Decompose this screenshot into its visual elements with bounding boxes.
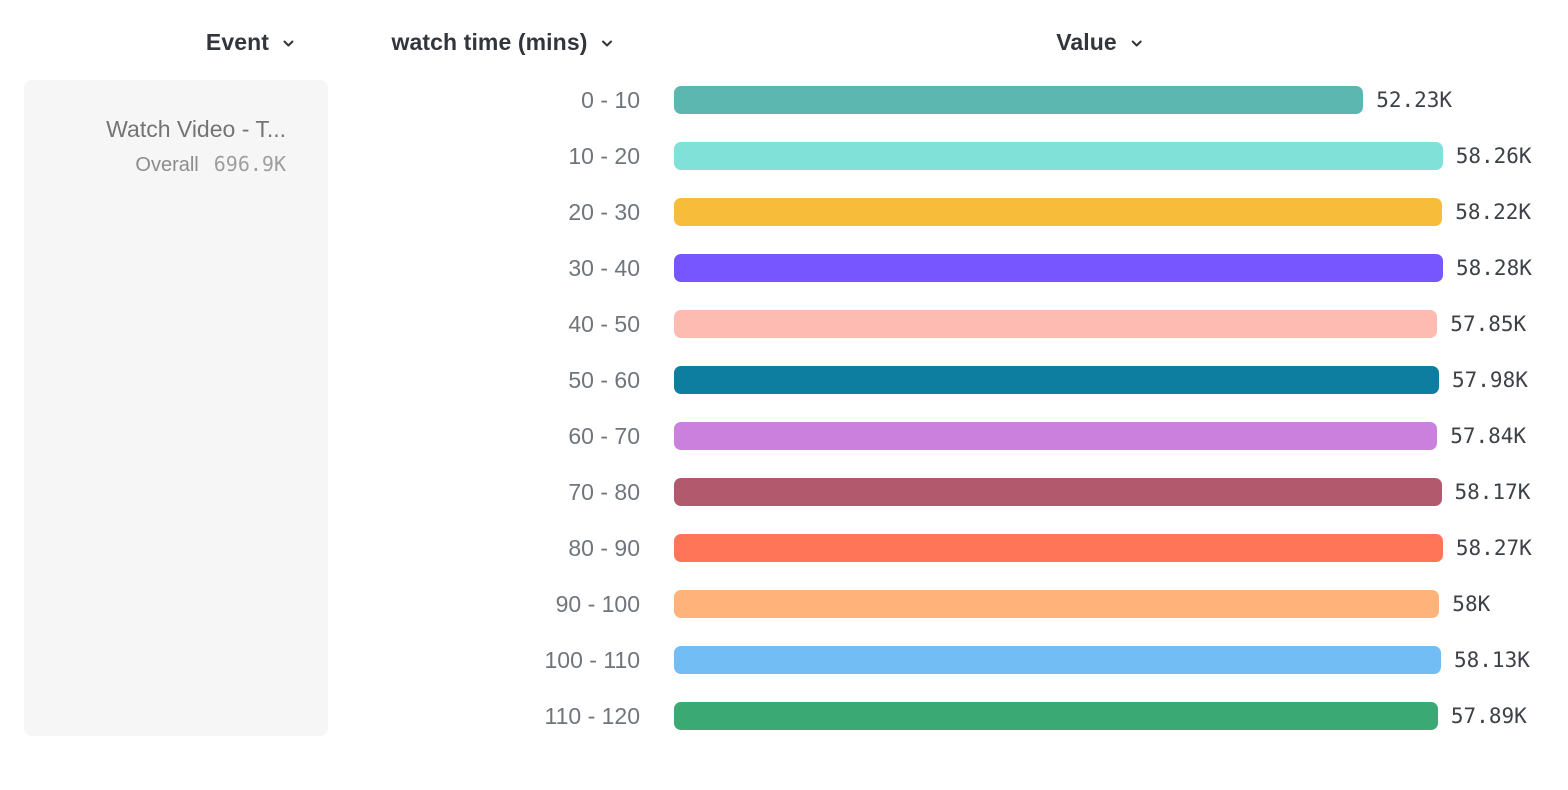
bar[interactable] [674,86,1364,114]
chart-row: 10 - 20 58.26K [0,128,1568,184]
bar[interactable] [674,478,1442,506]
value-label: 57.98K [1452,368,1528,392]
category-label: 10 - 20 [568,142,640,169]
chevron-down-icon [599,36,614,51]
category-label: 80 - 90 [568,534,640,561]
overall-value: 696.9K [213,152,286,176]
chart-row: 100 - 110 58.13K [0,632,1568,688]
column-header-value[interactable]: Value [1056,27,1144,57]
value-label: 57.85K [1450,312,1527,336]
category-label: 90 - 100 [555,590,640,617]
bar[interactable] [674,310,1438,338]
category-label: 40 - 50 [568,310,640,337]
column-header-breakdown-label: watch time (mins) [391,28,588,55]
chevron-down-icon [281,36,296,51]
category-label: 50 - 60 [568,366,640,393]
bar[interactable] [674,702,1438,730]
legend-card[interactable]: Watch Video - T... Overall 696.9K [24,80,328,736]
chart-row: 110 - 120 57.89K [0,688,1568,744]
bar[interactable] [674,254,1443,282]
bar[interactable] [674,590,1440,618]
chart-row: 40 - 50 57.85K [0,296,1568,352]
value-label: 57.89K [1450,704,1527,728]
value-label: 58.26K [1455,144,1532,168]
value-label: 58.17K [1454,480,1531,504]
chart-row: 80 - 90 58.27K [0,520,1568,576]
chart-row: 50 - 60 57.98K [0,352,1568,408]
bar[interactable] [674,366,1439,394]
value-label: 58.22K [1455,200,1532,224]
category-label: 20 - 30 [568,198,640,225]
category-label: 110 - 120 [544,702,640,729]
chart-row: 0 - 10 52.23K [0,72,1568,128]
legend-content: Watch Video - T... Overall 696.9K [44,116,286,177]
value-label: 58K [1452,592,1491,616]
column-header-event-label: Event [205,28,270,55]
overall-label: Overall [135,154,199,176]
chevron-down-icon [1129,36,1144,51]
column-header-value-label: Value [1056,28,1117,55]
bar[interactable] [674,646,1441,674]
category-label: 70 - 80 [568,478,640,505]
event-name: Watch Video - T... [106,116,286,142]
chart-row: 20 - 30 58.22K [0,184,1568,240]
column-header-event[interactable]: Event [206,27,296,57]
bar[interactable] [674,534,1443,562]
chart-row: 70 - 80 58.17K [0,464,1568,520]
bar[interactable] [674,198,1443,226]
bar-chart: 0 - 10 52.23K 10 - 20 58.26K 20 - 30 58.22K 30… [0,72,1568,744]
category-label: 0 - 10 [581,86,640,113]
chart-row: 30 - 40 58.28K [0,240,1568,296]
bar[interactable] [674,422,1438,450]
chart-row: 90 - 100 58K [0,576,1568,632]
category-label: 100 - 110 [544,646,640,673]
value-label: 57.84K [1450,424,1527,448]
value-label: 58.28K [1456,256,1532,280]
column-header-breakdown[interactable]: watch time (mins) [392,27,615,57]
bar[interactable] [674,142,1443,170]
value-label: 58.27K [1455,536,1532,560]
overall-row: Overall 696.9K [44,152,286,177]
category-label: 30 - 40 [568,254,640,281]
value-label: 58.13K [1454,648,1530,672]
value-label: 52.23K [1376,88,1453,112]
category-label: 60 - 70 [568,422,640,449]
chart-row: 60 - 70 57.84K [0,408,1568,464]
